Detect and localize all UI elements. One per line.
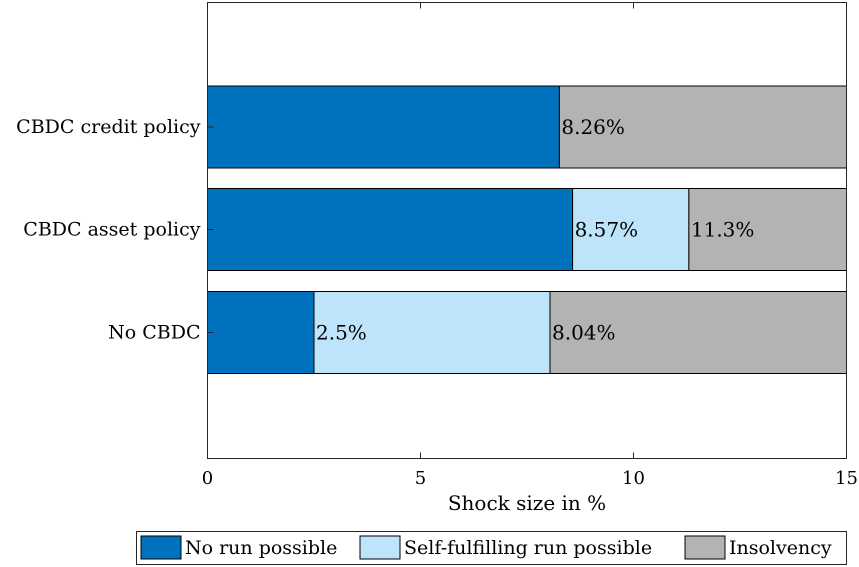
- bar-no-cbdc-insolvency: [549, 291, 848, 374]
- legend-swatch-self-fulfilling-run-possible: [359, 535, 401, 560]
- legend-label-insolvency: Insolvency: [729, 537, 832, 559]
- category-label-cbdc-asset-policy: CBDC asset policy: [23, 219, 200, 241]
- bar-cbdc-asset-policy-insolvency: [688, 188, 847, 271]
- x-tick-label-5: 5: [415, 468, 426, 489]
- bar-cbdc-asset-policy-self-fulfilling-run-possible: [572, 188, 690, 271]
- category-labels-layer: CBDC credit policy CBDC asset policy No CB…: [16, 116, 214, 344]
- data-label-no-cbdc-3: 2.5%: [316, 321, 367, 345]
- legend-box: [136, 531, 847, 565]
- bar-no-cbdc-no-run-possible: [207, 291, 315, 374]
- legend: No run possible Self-fulfilling run possi…: [136, 531, 847, 565]
- category-label-cbdc-credit-policy: CBDC credit policy: [16, 116, 201, 138]
- legend-label-self-fulfilling-run-possible: Self-fulfilling run possible: [404, 537, 652, 559]
- bar-no-cbdc-self-fulfilling-run-possible: [313, 291, 551, 374]
- legend-swatch-insolvency: [684, 535, 726, 560]
- x-ticks-layer: 0 5 10 15: [202, 2, 858, 489]
- data-label-cbdc-asset-policy-2: 11.3%: [691, 218, 755, 242]
- bar-cbdc-asset-policy-no-run-possible: [207, 188, 574, 271]
- x-axis-title: Shock size in %: [448, 491, 606, 515]
- data-label-cbdc-asset-policy-1: 8.57%: [575, 218, 639, 242]
- x-tick-label-15: 15: [835, 468, 858, 489]
- bars-layer: [207, 85, 848, 374]
- data-label-no-cbdc-4: 8.04%: [552, 321, 616, 345]
- bar-cbdc-credit-policy-insolvency: [558, 85, 847, 169]
- data-label-cbdc-credit-policy-0: 8.26%: [561, 115, 625, 139]
- legend-swatch-no-run-possible: [140, 535, 182, 560]
- category-label-no-cbdc: No CBDC: [108, 322, 200, 344]
- x-tick-label-10: 10: [622, 468, 645, 489]
- plot-frame: [207, 2, 847, 459]
- legend-label-no-run-possible: No run possible: [185, 537, 337, 559]
- x-tick-label-0: 0: [202, 468, 213, 489]
- bar-cbdc-credit-policy-no-run-possible: [207, 85, 560, 169]
- data-labels-layer: 8.26% 8.57% 11.3% 2.5% 8.04%: [316, 115, 754, 345]
